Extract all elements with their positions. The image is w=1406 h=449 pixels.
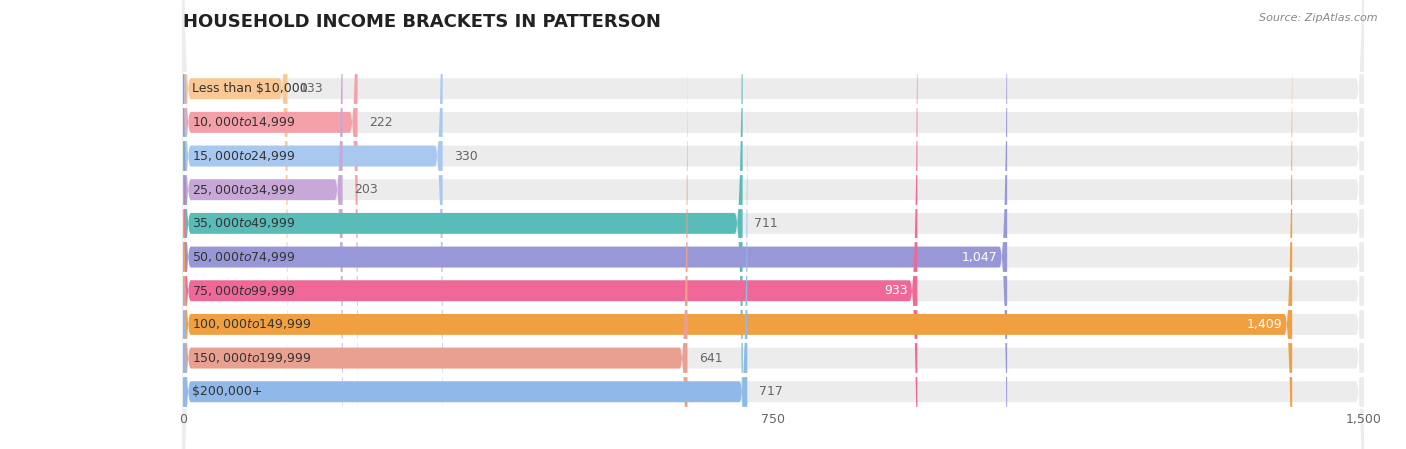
Text: 717: 717 [759,385,783,398]
FancyBboxPatch shape [183,0,343,449]
FancyBboxPatch shape [183,0,1364,449]
FancyBboxPatch shape [183,0,1007,449]
FancyBboxPatch shape [183,32,688,449]
Text: 1,047: 1,047 [962,251,998,264]
Text: $35,000 to $49,999: $35,000 to $49,999 [193,216,295,230]
Text: HOUSEHOLD INCOME BRACKETS IN PATTERSON: HOUSEHOLD INCOME BRACKETS IN PATTERSON [183,13,661,31]
Text: 222: 222 [370,116,394,129]
Text: 641: 641 [699,352,723,365]
FancyBboxPatch shape [183,0,1364,449]
FancyBboxPatch shape [183,0,1364,449]
Text: $75,000 to $99,999: $75,000 to $99,999 [193,284,295,298]
Text: 330: 330 [454,150,478,163]
FancyBboxPatch shape [183,0,1364,449]
FancyBboxPatch shape [183,0,287,415]
Text: $100,000 to $149,999: $100,000 to $149,999 [193,317,312,331]
FancyBboxPatch shape [183,66,1364,449]
FancyBboxPatch shape [183,0,917,449]
FancyBboxPatch shape [183,32,1364,449]
Text: $25,000 to $34,999: $25,000 to $34,999 [193,183,295,197]
FancyBboxPatch shape [183,0,443,449]
FancyBboxPatch shape [183,0,1364,449]
FancyBboxPatch shape [183,0,1364,449]
FancyBboxPatch shape [183,0,1364,415]
Text: Less than $10,000: Less than $10,000 [193,82,308,95]
Text: $50,000 to $74,999: $50,000 to $74,999 [193,250,295,264]
Text: 933: 933 [884,284,908,297]
FancyBboxPatch shape [183,0,357,449]
FancyBboxPatch shape [183,0,1292,449]
Text: Source: ZipAtlas.com: Source: ZipAtlas.com [1260,13,1378,23]
Text: 1,409: 1,409 [1247,318,1282,331]
Text: 203: 203 [354,183,378,196]
Text: $15,000 to $24,999: $15,000 to $24,999 [193,149,295,163]
Text: 711: 711 [755,217,778,230]
Text: $10,000 to $14,999: $10,000 to $14,999 [193,115,295,129]
FancyBboxPatch shape [183,0,742,449]
FancyBboxPatch shape [183,0,1364,449]
FancyBboxPatch shape [183,66,748,449]
Text: 133: 133 [299,82,323,95]
Text: $200,000+: $200,000+ [193,385,263,398]
Text: $150,000 to $199,999: $150,000 to $199,999 [193,351,312,365]
